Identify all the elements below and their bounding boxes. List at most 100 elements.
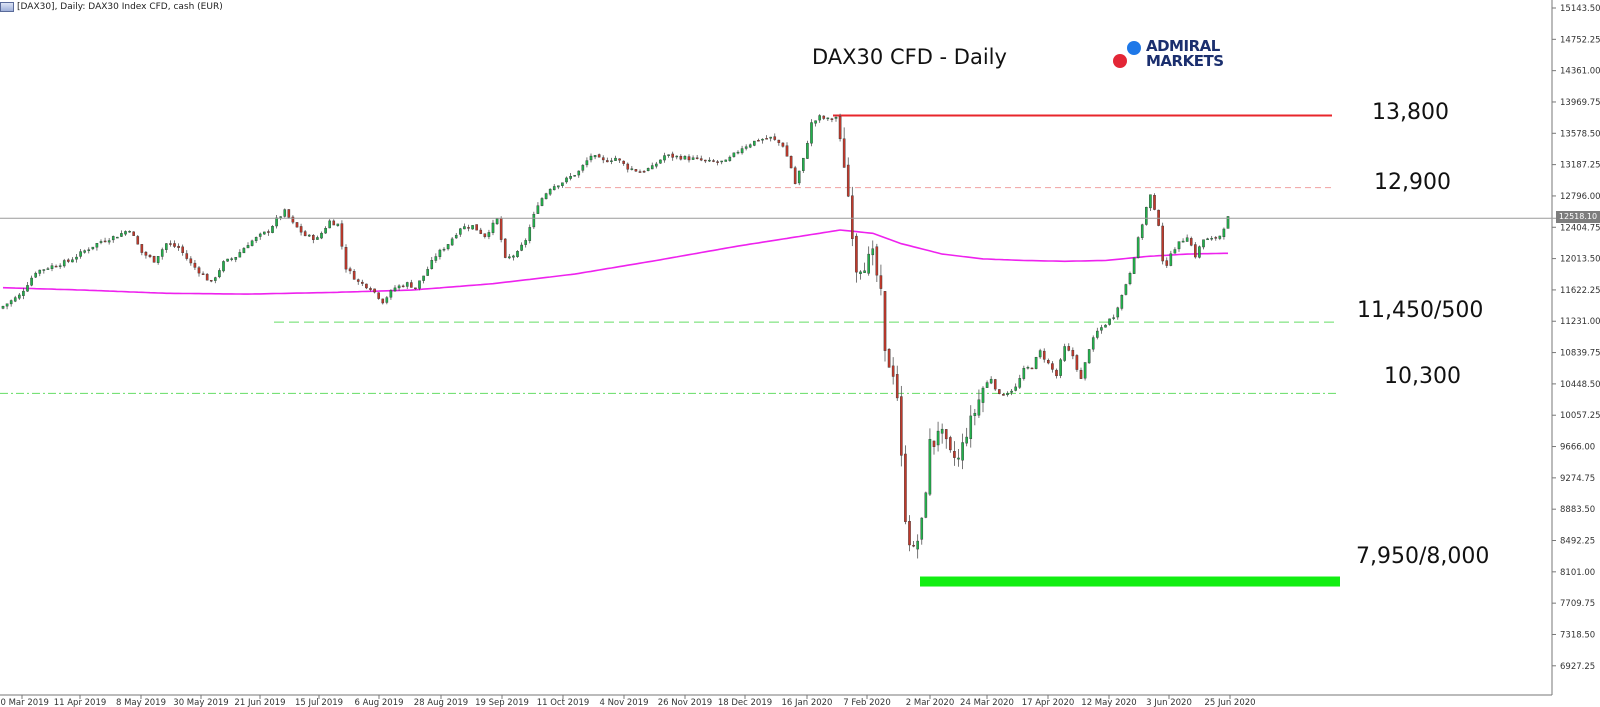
candle [863, 262, 866, 274]
candle [132, 231, 135, 236]
candle-body [973, 412, 977, 416]
candle [1140, 223, 1144, 240]
candle-body [667, 154, 670, 156]
candle [516, 250, 519, 258]
candle-body [291, 216, 295, 223]
candle [1181, 238, 1185, 243]
x-tick-label: 26 Nov 2019 [658, 698, 712, 707]
candle-body [185, 253, 189, 259]
candle-body [1194, 244, 1197, 258]
candle-body [340, 223, 344, 247]
candle [218, 268, 221, 279]
x-tick-label: 30 May 2019 [173, 698, 228, 707]
candle-body [708, 159, 711, 162]
candle [536, 202, 540, 215]
candle [1002, 393, 1005, 396]
candle-body [1161, 225, 1164, 262]
candle-body [1063, 346, 1066, 361]
candle [565, 176, 568, 184]
candle-body [475, 224, 478, 231]
candle-body [797, 170, 801, 184]
candle [50, 262, 54, 272]
candle [1042, 348, 1046, 363]
candle [826, 117, 830, 122]
candle-body [316, 237, 319, 240]
candle-body [361, 281, 364, 284]
candle-body [601, 157, 605, 161]
candle-body [30, 277, 33, 286]
candle [1075, 354, 1079, 372]
candle-body [438, 249, 442, 257]
candle-body [13, 297, 17, 302]
candle-body [177, 245, 180, 248]
candle [397, 284, 401, 292]
candle [242, 246, 246, 254]
candle [900, 385, 903, 467]
candle [446, 244, 450, 251]
candle-body [128, 230, 131, 233]
candle [1022, 365, 1026, 381]
candle-body [373, 288, 376, 293]
candle [699, 155, 703, 162]
y-tick-label: 12013.50 [1560, 255, 1600, 265]
candle-body [944, 429, 948, 440]
candle-body [18, 294, 21, 299]
candle [312, 234, 315, 244]
candle [365, 283, 368, 290]
candle [250, 239, 254, 247]
candle-body [397, 285, 401, 289]
candle-body [516, 251, 519, 257]
candle [442, 247, 446, 252]
candle-body [1026, 367, 1030, 369]
candle [650, 162, 654, 170]
candle-body [687, 156, 691, 161]
candle-body [107, 240, 111, 243]
candle-body [189, 258, 193, 264]
candle [993, 378, 997, 391]
candle-body [802, 157, 805, 171]
candle [957, 449, 960, 467]
candle [1104, 324, 1107, 328]
candle-body [336, 223, 340, 226]
candle [426, 266, 429, 276]
candle [859, 270, 862, 280]
candle-body [679, 156, 683, 160]
candle [136, 235, 140, 245]
x-tick-label: 8 May 2019 [116, 698, 166, 707]
candle [34, 271, 37, 279]
candle-body [450, 238, 454, 246]
candle-body [463, 226, 466, 230]
candle-body [410, 282, 413, 288]
y-tick-label: 8101.00 [1560, 568, 1595, 578]
candle [62, 258, 66, 268]
candle [895, 365, 899, 401]
candle-body [912, 544, 915, 547]
candle [973, 408, 977, 426]
candle-body [1051, 363, 1054, 370]
candle-body [908, 521, 911, 546]
candle-body [916, 540, 919, 550]
candle [626, 162, 630, 173]
candle-body [1222, 228, 1226, 238]
candle-body [1083, 362, 1087, 379]
candle-body [508, 256, 511, 259]
candle-body [1087, 349, 1091, 364]
candle-body [887, 349, 891, 368]
candle [944, 429, 948, 449]
candle [830, 117, 834, 123]
candle-body [491, 222, 495, 233]
candle-body [773, 136, 777, 140]
candle-body [814, 120, 817, 124]
candle-body [1181, 240, 1185, 243]
candle-body [855, 235, 858, 273]
candle-body [295, 222, 299, 228]
candle-body [785, 145, 789, 157]
candle [989, 376, 993, 385]
candle-body [1006, 392, 1009, 396]
y-tick-label: 10448.50 [1560, 380, 1600, 390]
candle [871, 240, 875, 266]
candle-body [173, 243, 176, 247]
candle-body [22, 290, 25, 296]
candle [679, 154, 683, 161]
candle-body [699, 158, 703, 161]
